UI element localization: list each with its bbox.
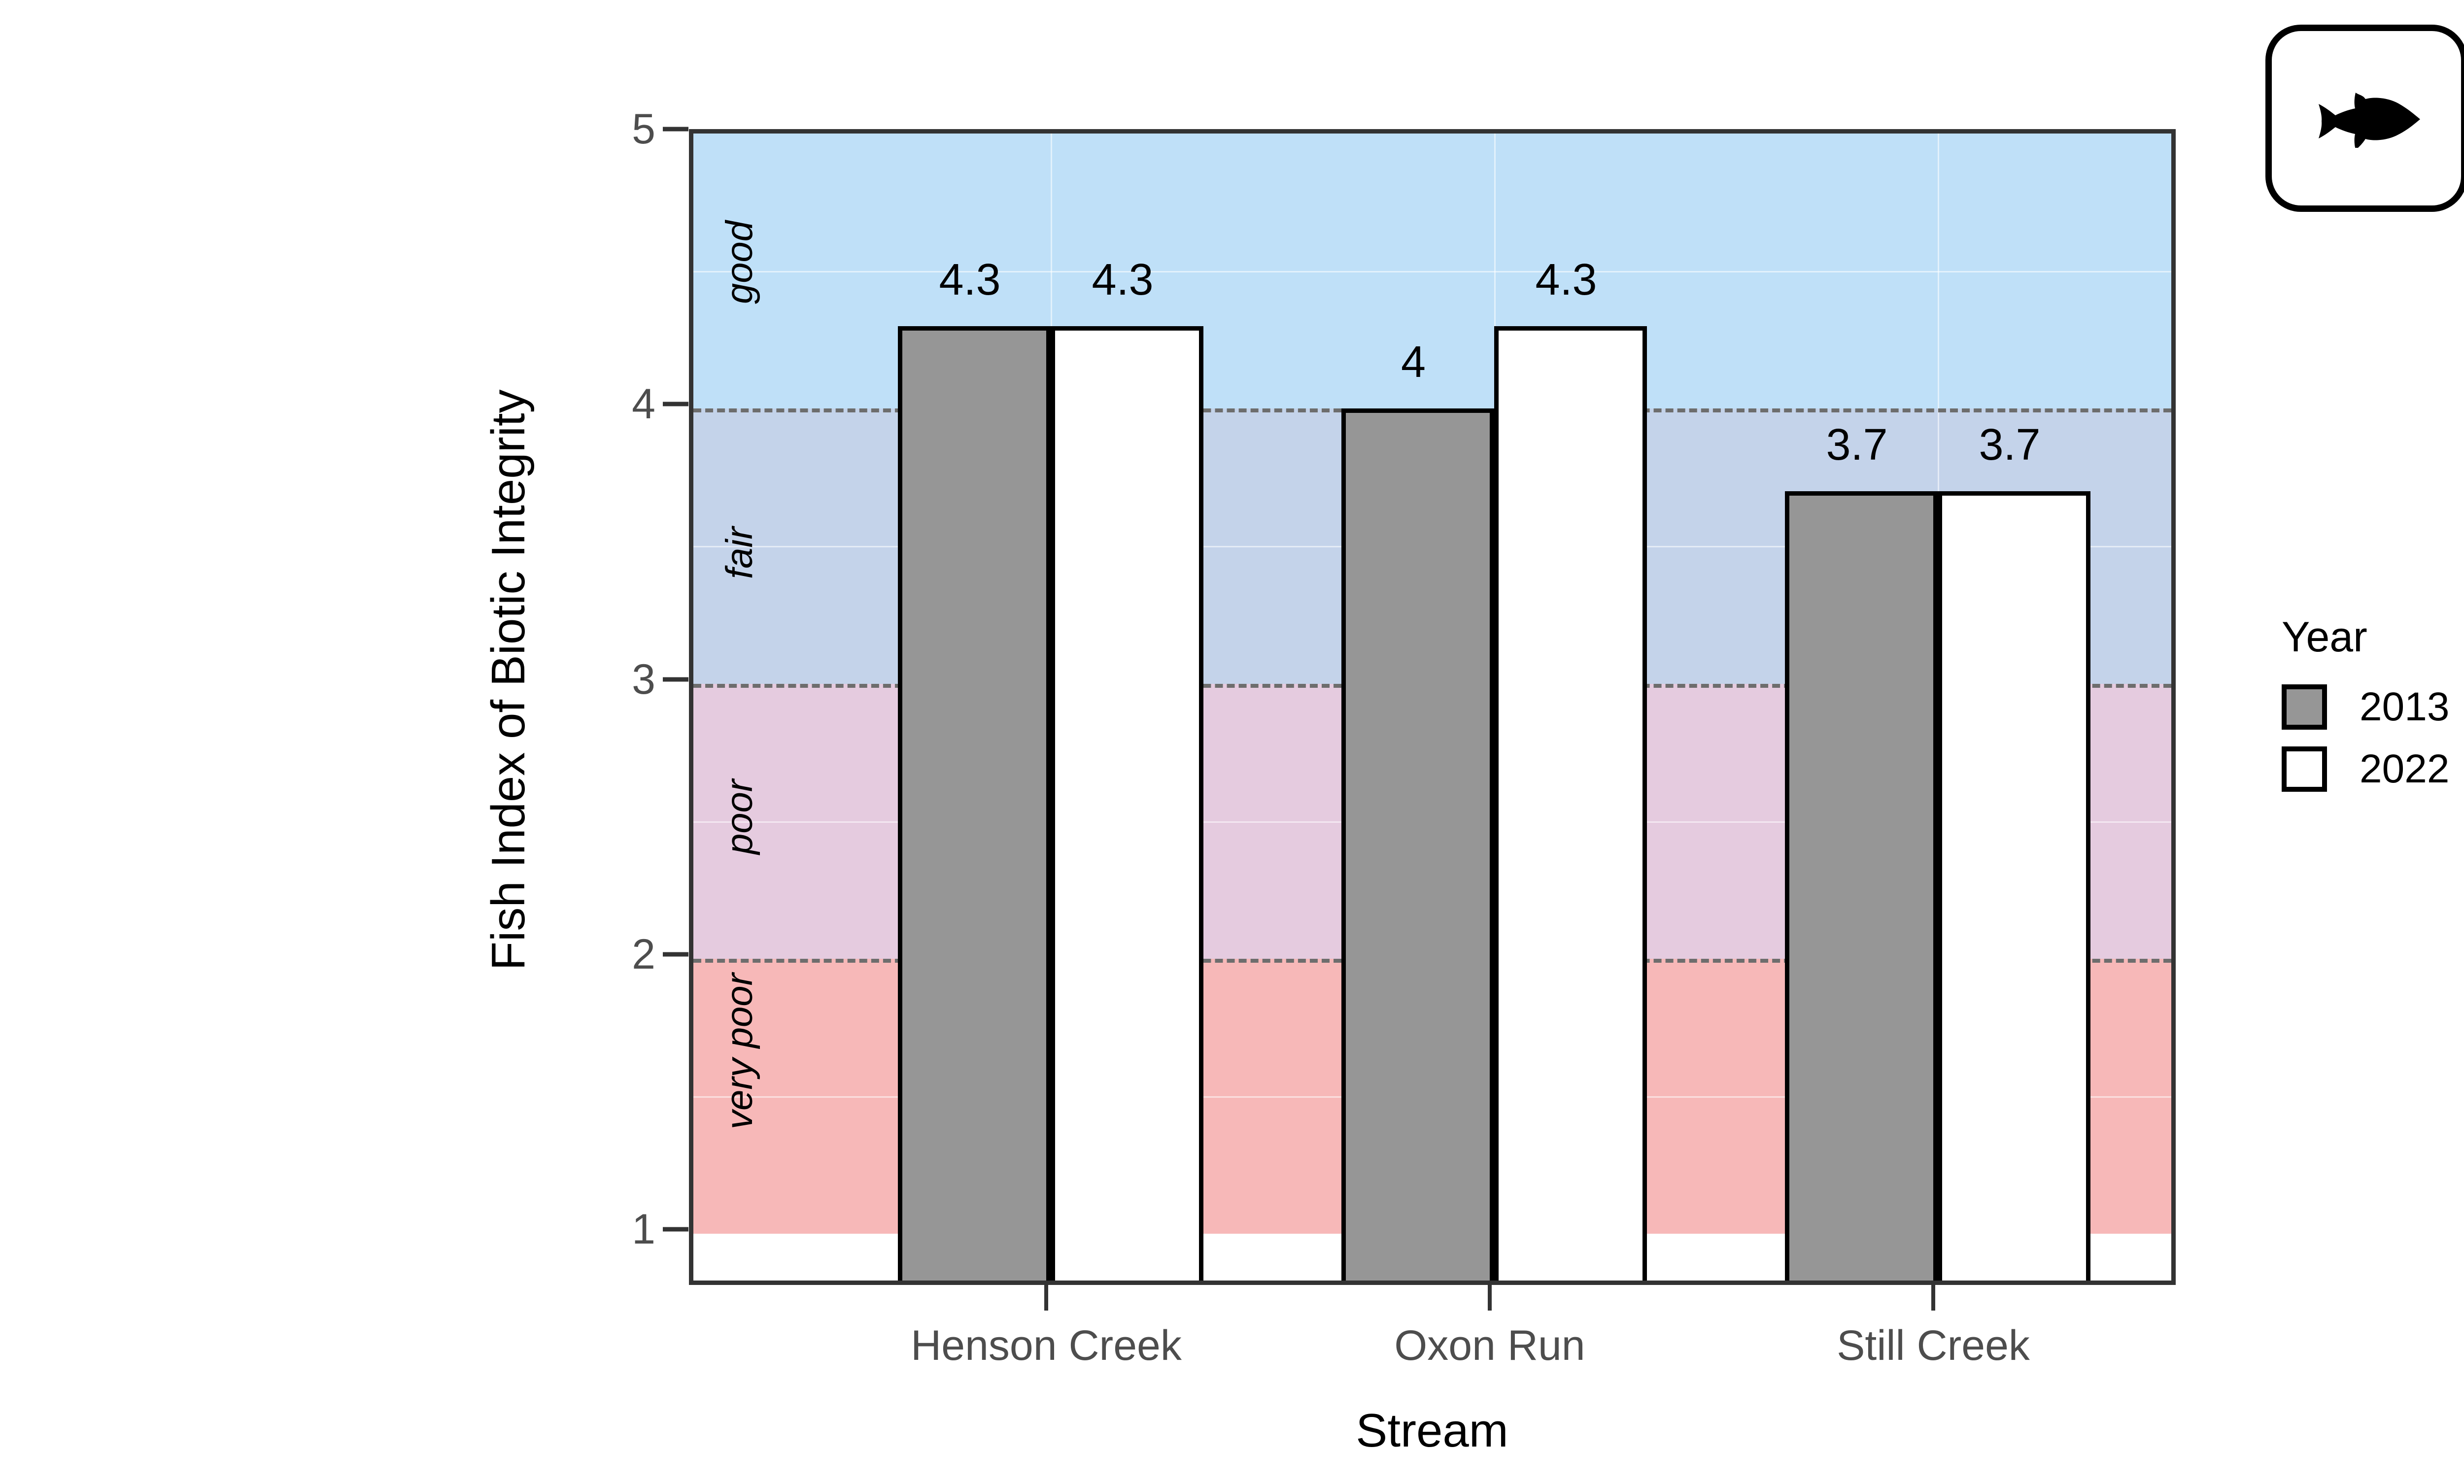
band-label-poor: poor (719, 779, 760, 854)
band-label-good: good (719, 221, 760, 304)
legend-swatch (2282, 684, 2327, 730)
x-tick-label: Still Creek (1837, 1322, 2030, 1369)
band-label-very-poor: very poor (719, 973, 760, 1129)
x-tick-label: Henson Creek (911, 1322, 1182, 1369)
y-axis-tick-labels: 1 2 3 4 5 (577, 0, 655, 1484)
x-tick-mark (1044, 1285, 1048, 1311)
y-tick-mark (663, 1227, 688, 1232)
legend-label: 2022 (2360, 746, 2450, 791)
bar-value-label: 3.7 (1979, 420, 2041, 470)
x-tick-mark (1931, 1285, 1935, 1311)
y-tick-label: 5 (632, 105, 655, 153)
plot-area: good fair poor very poor (693, 134, 2171, 1281)
y-tick-label: 2 (632, 930, 655, 978)
bar-value-label: 4.3 (939, 255, 1001, 304)
bar (1938, 491, 2090, 1281)
bar-value-label: 4.3 (1535, 255, 1597, 304)
legend-label: 2013 (2360, 684, 2450, 729)
bar (898, 326, 1051, 1281)
y-tick-label: 3 (632, 655, 655, 703)
bar-value-label: 4.3 (1092, 255, 1154, 304)
y-tick-mark (663, 677, 688, 681)
gridline-horizontal (693, 271, 2171, 273)
bar-value-label: 4 (1401, 337, 1426, 387)
legend-item[interactable]: 2013 (2282, 676, 2464, 738)
y-axis-title: Fish Index of Biotic Integrity (482, 389, 535, 971)
legend-swatch (2282, 746, 2327, 792)
bar (1341, 408, 1494, 1281)
x-tick-label: Oxon Run (1394, 1322, 1585, 1369)
y-tick-mark (663, 127, 688, 132)
bar (1494, 326, 1647, 1281)
bar-value-label: 3.7 (1826, 420, 1888, 470)
plot-panel: good fair poor very poor (689, 129, 2176, 1285)
y-tick-label: 4 (632, 380, 655, 428)
y-tick-mark (663, 402, 688, 406)
legend-items: 2013 2022 (2282, 676, 2464, 800)
fish-badge (2265, 25, 2464, 212)
y-tick-label: 1 (632, 1206, 655, 1253)
y-tick-mark (663, 952, 688, 957)
legend: Year 2013 2022 (2282, 616, 2464, 800)
fish-icon (2305, 89, 2428, 148)
band-label-fair: fair (719, 527, 760, 579)
bar (1785, 491, 1938, 1281)
legend-title: Year (2282, 613, 2367, 661)
legend-item[interactable]: 2022 (2282, 738, 2464, 800)
bar (1051, 326, 1203, 1281)
x-tick-mark (1488, 1285, 1492, 1311)
x-axis-title: Stream (1356, 1404, 1508, 1457)
